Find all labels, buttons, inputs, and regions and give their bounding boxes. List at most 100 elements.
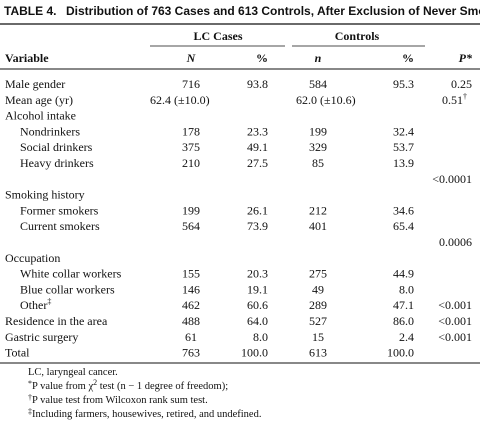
cell: 212 bbox=[309, 203, 327, 217]
row-label: Social drinkers bbox=[20, 140, 93, 154]
cell: 26.1 bbox=[247, 203, 268, 217]
row-label: Nondrinkers bbox=[20, 124, 80, 138]
cell-text: 199 bbox=[182, 203, 200, 217]
cell-text: 53.7 bbox=[393, 140, 414, 154]
cell: 146 bbox=[182, 282, 200, 296]
cell-text: Occupation bbox=[5, 251, 60, 265]
cell: <0.0001 bbox=[432, 172, 472, 186]
row-label: Occupation bbox=[5, 251, 60, 265]
cell: 527 bbox=[309, 314, 327, 328]
cell: 613 bbox=[309, 345, 327, 359]
cell-text: 2.4 bbox=[399, 330, 414, 344]
footnote-mark: ‡ bbox=[28, 407, 32, 416]
group-header: LC Cases bbox=[193, 29, 242, 43]
cell-text: Total bbox=[5, 345, 30, 359]
table-label: TABLE 4. bbox=[4, 4, 56, 18]
cell: 62.4 (±10.0) bbox=[150, 93, 210, 107]
cell-text: Nondrinkers bbox=[20, 124, 80, 138]
cell: 100.0 bbox=[387, 345, 414, 359]
cell-text: 401 bbox=[309, 219, 327, 233]
row-label: Smoking history bbox=[5, 187, 85, 201]
cell: 86.0 bbox=[393, 314, 414, 328]
cell-text: <0.001 bbox=[438, 330, 472, 344]
footnote-text: P value from χ bbox=[32, 381, 93, 392]
cell: 178 bbox=[182, 124, 200, 138]
cell-text: 49 bbox=[312, 282, 324, 296]
row-label: Mean age (yr) bbox=[5, 93, 73, 107]
cell: 20.3 bbox=[247, 266, 268, 280]
row-label: Male gender bbox=[5, 77, 65, 91]
cell: 95.3 bbox=[393, 77, 414, 91]
cell: 60.6 bbox=[247, 298, 268, 312]
row-label: Blue collar workers bbox=[20, 282, 115, 296]
row-label: Residence in the area bbox=[5, 314, 108, 328]
footnote-text: Including farmers, housewives, retired, … bbox=[32, 409, 261, 420]
cell: 0.25 bbox=[451, 77, 472, 91]
cell-text: <0.001 bbox=[438, 314, 472, 328]
cell-text: Smoking history bbox=[5, 187, 85, 201]
cell-text: 462 bbox=[182, 298, 200, 312]
cell-text: 20.3 bbox=[247, 266, 268, 280]
cell-text: 61 bbox=[185, 330, 197, 344]
cell-text: 275 bbox=[309, 266, 327, 280]
cell-text: 64.0 bbox=[247, 314, 268, 328]
cell: 61 bbox=[185, 330, 197, 344]
superscript: 2 bbox=[93, 378, 97, 387]
column-header: n bbox=[315, 51, 322, 65]
cell: 15 bbox=[312, 330, 324, 344]
cell-text: 212 bbox=[309, 203, 327, 217]
cell-text: 210 bbox=[182, 156, 200, 170]
cell-text: <0.001 bbox=[438, 298, 472, 312]
cell-text: Former smokers bbox=[20, 203, 99, 217]
cell: 73.9 bbox=[247, 219, 268, 233]
cell-text: 86.0 bbox=[393, 314, 414, 328]
cell-text: 34.6 bbox=[393, 203, 414, 217]
cell: 32.4 bbox=[393, 124, 414, 138]
cell: <0.001 bbox=[438, 314, 472, 328]
cell: 8.0 bbox=[399, 282, 414, 296]
cell-text: 8.0 bbox=[253, 330, 268, 344]
cell: 210 bbox=[182, 156, 200, 170]
footnote: LC, laryngeal cancer. bbox=[28, 367, 118, 378]
cell-text: 100.0 bbox=[387, 345, 414, 359]
cell: 375 bbox=[182, 140, 200, 154]
footnote-text: P value test from Wilcoxon rank sum test… bbox=[32, 395, 208, 406]
cell-text: 716 bbox=[182, 77, 200, 91]
cell: 716 bbox=[182, 77, 200, 91]
footnote-text: LC, laryngeal cancer. bbox=[28, 367, 118, 378]
column-header: % bbox=[402, 51, 414, 65]
cell: 199 bbox=[182, 203, 200, 217]
cell-text: 329 bbox=[309, 140, 327, 154]
cell: 53.7 bbox=[393, 140, 414, 154]
cell-text: <0.0001 bbox=[432, 172, 472, 186]
cell-text: Alcohol intake bbox=[5, 108, 76, 122]
cell: 275 bbox=[309, 266, 327, 280]
cell-text: Gastric surgery bbox=[5, 330, 78, 344]
cell: 49 bbox=[312, 282, 324, 296]
superscript: ‡ bbox=[47, 297, 51, 306]
cell-text: 95.3 bbox=[393, 77, 414, 91]
cell-text: 32.4 bbox=[393, 124, 414, 138]
cell-text: 15 bbox=[312, 330, 324, 344]
cell-text: 146 bbox=[182, 282, 200, 296]
footnote: ‡Including farmers, housewives, retired,… bbox=[28, 407, 261, 421]
cell: 44.9 bbox=[393, 266, 414, 280]
cell: 462 bbox=[182, 298, 200, 312]
column-header: N bbox=[186, 51, 197, 65]
cell: 401 bbox=[309, 219, 327, 233]
footnote-mark: * bbox=[28, 379, 32, 388]
cell: 49.1 bbox=[247, 140, 268, 154]
cell-text: 44.9 bbox=[393, 266, 414, 280]
footnote: *P value from χ2 test (n − 1 degree of f… bbox=[28, 378, 228, 393]
cell: 93.8 bbox=[247, 77, 268, 91]
table-title: Distribution of 763 Cases and 613 Contro… bbox=[66, 4, 480, 18]
cell-text: Residence in the area bbox=[5, 314, 108, 328]
row-label: Former smokers bbox=[20, 203, 99, 217]
cell: 0.51† bbox=[442, 92, 467, 107]
cell: 62.0 (±10.6) bbox=[296, 93, 356, 107]
cell-text: 47.1 bbox=[393, 298, 414, 312]
cell: <0.001 bbox=[438, 330, 472, 344]
cell-text: Mean age (yr) bbox=[5, 93, 73, 107]
cell: 289 bbox=[309, 298, 327, 312]
